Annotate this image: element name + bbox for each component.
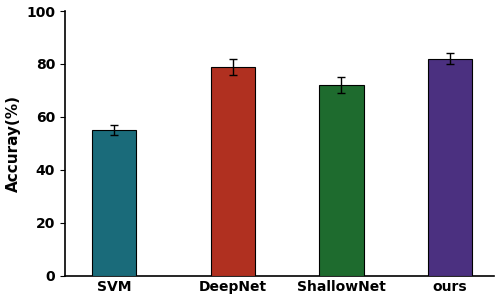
Bar (92, 130, 136, 276)
Bar (428, 59, 472, 276)
Bar (319, 85, 364, 276)
Bar (210, 67, 255, 276)
Y-axis label: Accuray(%): Accuray(%) (6, 95, 20, 192)
